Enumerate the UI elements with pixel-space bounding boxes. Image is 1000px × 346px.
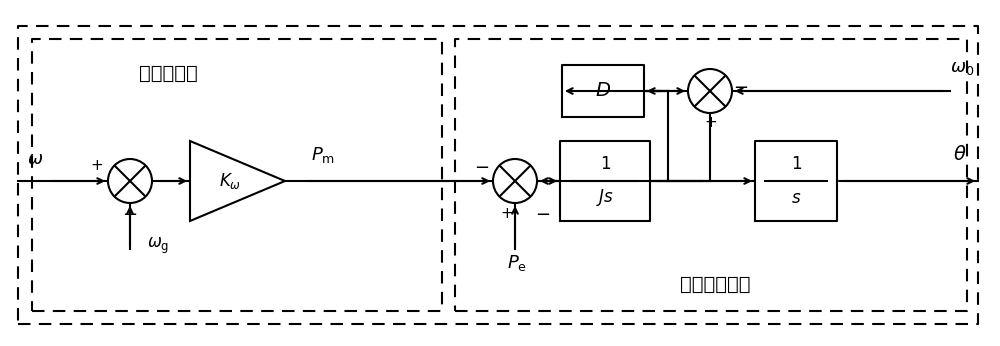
Text: $-$: $-$ <box>122 204 138 222</box>
Text: $K_\omega$: $K_\omega$ <box>219 171 241 191</box>
Polygon shape <box>755 141 837 221</box>
Text: +: + <box>91 158 103 173</box>
Text: $Js$: $Js$ <box>596 188 614 209</box>
Text: $P_{\rm m}$: $P_{\rm m}$ <box>311 145 335 165</box>
Text: $P_{\rm e}$: $P_{\rm e}$ <box>507 253 527 273</box>
Text: 1: 1 <box>600 155 610 173</box>
Text: $-$: $-$ <box>474 157 490 175</box>
Text: $-$: $-$ <box>733 77 749 95</box>
Text: 虚拟调速器: 虚拟调速器 <box>139 64 197 82</box>
Circle shape <box>493 159 537 203</box>
Text: $\omega_0$: $\omega_0$ <box>950 59 974 77</box>
Text: 1: 1 <box>791 155 801 173</box>
Text: $D$: $D$ <box>595 82 611 100</box>
Polygon shape <box>562 65 644 117</box>
Circle shape <box>108 159 152 203</box>
Polygon shape <box>560 141 650 221</box>
Text: $s$: $s$ <box>791 189 801 207</box>
Text: $\theta$: $\theta$ <box>953 145 967 164</box>
Text: $\omega_{\rm g}$: $\omega_{\rm g}$ <box>147 236 169 256</box>
Text: $\omega$: $\omega$ <box>27 150 43 168</box>
Circle shape <box>688 69 732 113</box>
Text: $-$: $-$ <box>535 204 551 222</box>
Text: 转子机械方程: 转子机械方程 <box>680 274 750 293</box>
Text: +: + <box>705 116 717 130</box>
Polygon shape <box>190 141 285 221</box>
Text: +: + <box>501 206 513 220</box>
